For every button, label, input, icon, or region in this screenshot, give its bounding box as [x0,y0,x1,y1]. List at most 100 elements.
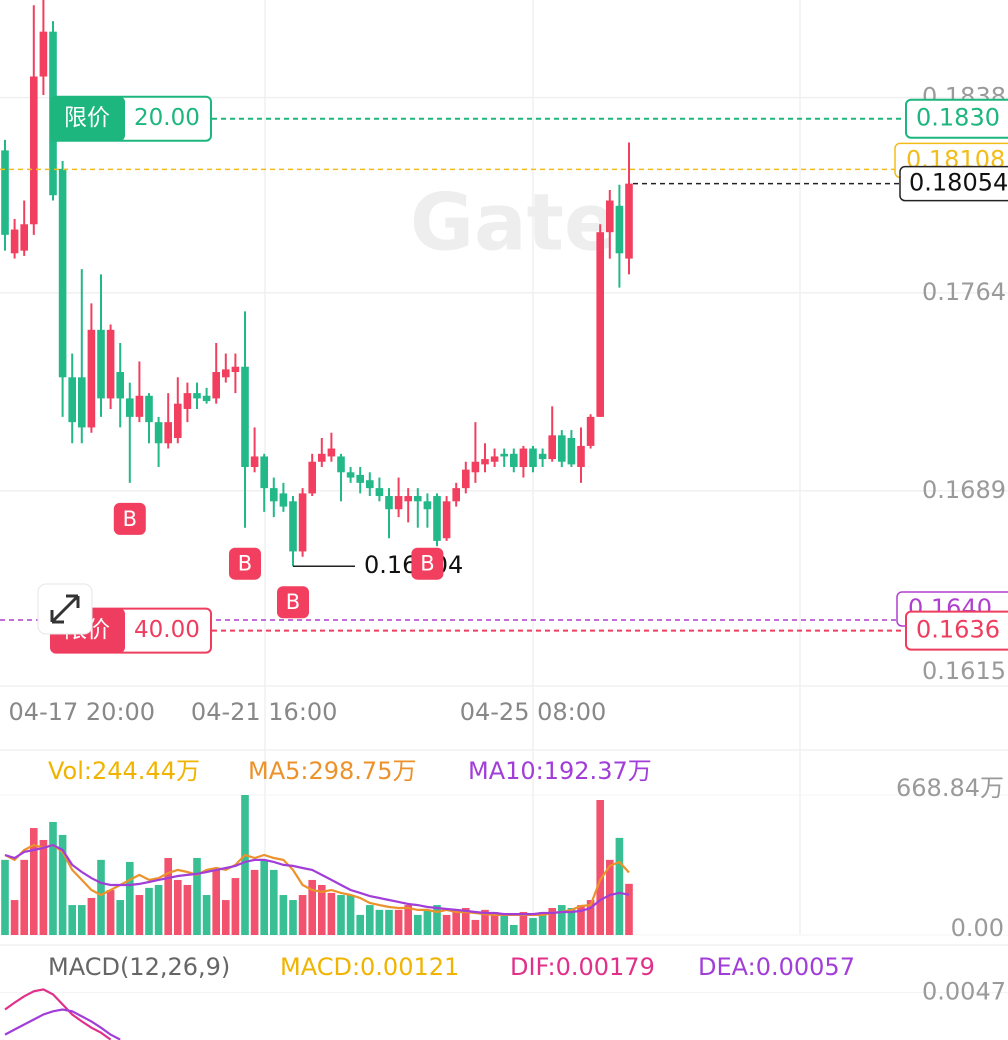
candle-body [39,31,48,77]
candle-body [135,395,144,417]
volume-bar [30,828,38,935]
volume-bar [375,909,384,935]
candle-body [414,496,422,502]
candle-body [78,377,86,428]
volume-bar [596,799,604,935]
volume-bar [174,879,182,935]
candle-body [500,453,508,457]
candle-body [193,393,201,399]
expand-button[interactable] [37,583,93,635]
candle-body [519,448,528,468]
volume-bar [442,914,451,935]
volume-bar [385,909,393,935]
y-tick-label: 0.0047 [922,978,1006,1006]
volume-bar [68,905,76,935]
buy-marker [277,586,309,619]
expand-icon[interactable] [50,594,80,624]
volume-bar [1,859,9,935]
volume-bar [481,909,489,935]
volume-bar [145,887,153,935]
volume-bar [423,909,432,935]
candle-body [126,398,134,417]
candle-body [462,469,470,489]
macd-legend: MACD:0.00121 [280,953,459,981]
candle-body [366,480,374,489]
volume-bar [250,869,259,935]
candle-body [490,456,499,462]
volume-bar [10,900,19,935]
candle-body [279,493,288,507]
candle-body [250,456,259,468]
candle-body [270,488,278,502]
volume-bar [346,895,355,935]
volume-bar [366,905,374,935]
macd-legend: DEA:0.00057 [698,953,855,981]
candle-body [529,448,537,468]
volume-bar [471,919,480,935]
macd-legend: DIF:0.00179 [510,953,655,981]
candle-body [452,488,460,502]
candle-body [394,496,403,510]
candle-body [423,501,432,510]
y-tick-label: 668.84万 [896,774,1004,802]
volume-bar [500,914,508,935]
limit-price-label: 0.1636 [916,616,1000,644]
volume-bar [298,895,307,935]
macd-line [4,988,112,1040]
volume-bar [548,907,556,935]
volume-bar [452,909,460,935]
volume-bar [414,914,422,935]
volume-bar [510,924,518,935]
candle-body [106,329,115,399]
candle-body [471,461,480,473]
volume-bar [20,859,28,935]
volume-bar [154,884,163,935]
volume-bar [212,869,220,935]
volume-bar [58,834,67,935]
candle-body [68,377,76,423]
volume-bar [289,900,297,935]
candle-body [164,422,172,444]
candle-body [404,496,412,502]
volume-bar [202,895,211,935]
last-price-label: 0.18054 [909,169,1008,197]
volume-legend: MA10:192.37万 [468,757,652,785]
candle-body [10,229,19,254]
volume-bar [433,905,441,935]
candle-body [586,416,595,446]
buy-marker [411,547,444,580]
candle-body [30,76,38,225]
candle-body [567,437,576,465]
volume-bar [308,879,316,935]
volume-bar [87,897,96,935]
candle-body [260,456,268,489]
limit-tag-amount: 40.00 [134,617,200,643]
limit-tag-label: 限价 [64,105,110,131]
candle-body [625,183,633,259]
candle-body [202,395,211,402]
candle-body [308,461,316,494]
y-tick-label: 0.00 [951,914,1004,942]
y-tick-label: 0.1615 [922,657,1006,685]
volume-bar [49,821,57,935]
volume-ma-line [4,843,630,916]
candle-body [116,372,124,399]
volume-bar [193,857,201,935]
volume-bar [558,905,566,935]
volume-bar [404,905,412,935]
volume-bar [567,907,576,935]
candle-body [538,453,547,460]
volume-bar [337,895,345,935]
volume-bar [106,889,115,935]
limit-tag-amount: 20.00 [134,105,200,131]
candle-body [1,150,9,235]
volume-bar [135,895,144,935]
candle-body [481,459,489,465]
candle-body [20,224,28,251]
volume-bar [577,905,585,935]
volume-bar [356,914,364,935]
x-tick-label: 04-17 20:00 [9,698,156,726]
